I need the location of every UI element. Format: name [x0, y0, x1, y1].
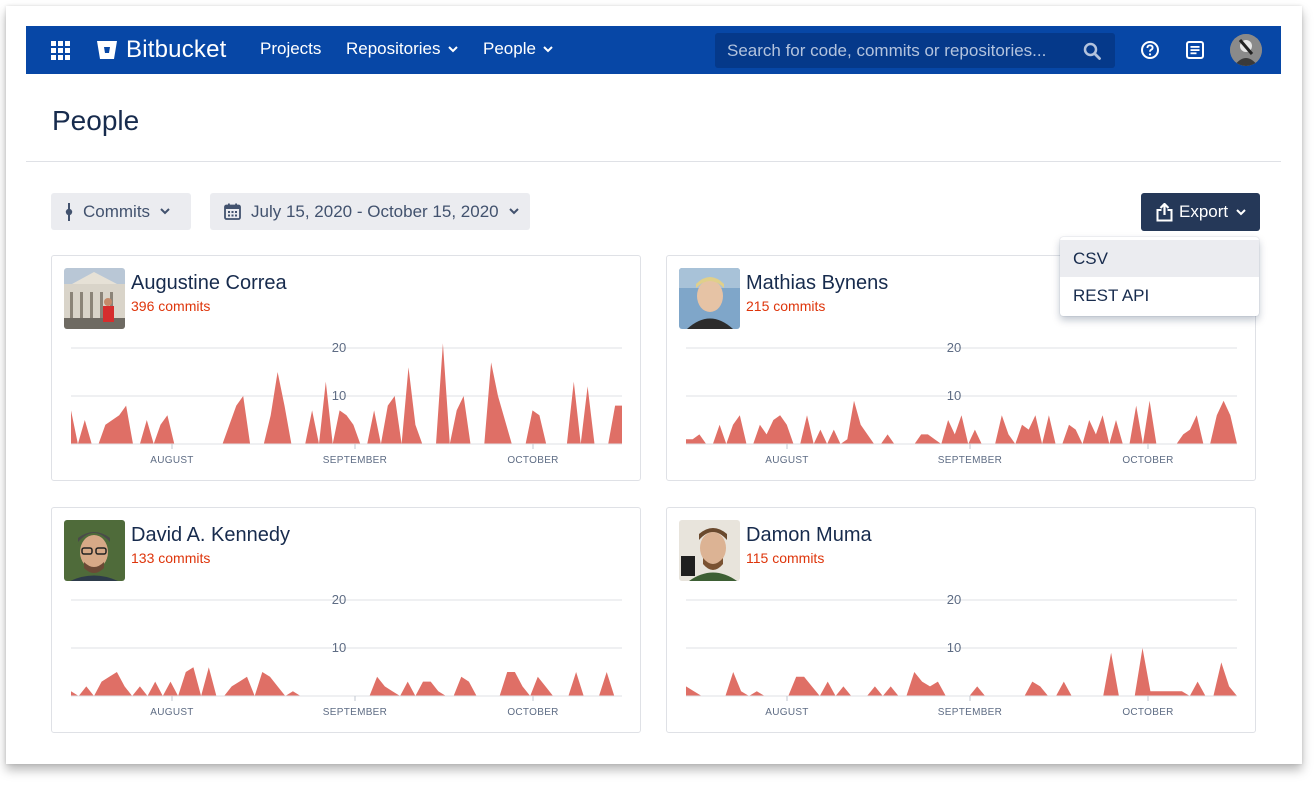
commit-series-area [71, 343, 622, 444]
search-box [715, 33, 1115, 68]
person-avatar-image [64, 520, 125, 581]
top-navigation-bar: Bitbucket Projects Repositories People [26, 26, 1281, 74]
app-window: Bitbucket Projects Repositories People [26, 26, 1281, 746]
person-avatar[interactable] [679, 520, 740, 581]
person-name[interactable]: Augustine Correa [131, 272, 287, 294]
brand-name: Bitbucket [126, 36, 227, 63]
person-card: Damon Muma 115 commits 10 20 AUGUST SEPTEMB… [666, 507, 1256, 733]
y-tick-label: 20 [332, 592, 346, 607]
page-title: People [52, 105, 140, 136]
person-name[interactable]: David A. Kennedy [131, 524, 290, 546]
person-name[interactable]: Mathias Bynens [746, 272, 889, 294]
nav-people[interactable]: People [483, 39, 553, 59]
chevron-down-icon [508, 208, 519, 215]
y-tick-label: 10 [947, 640, 961, 655]
export-button[interactable]: Export [1141, 193, 1260, 231]
y-tick-label: 10 [947, 388, 961, 403]
metric-select[interactable]: Commits [51, 193, 191, 230]
commit-activity-chart: 10 20 AUGUST SEPTEMBER OCTOBER [686, 340, 1237, 466]
y-tick-label: 10 [332, 640, 346, 655]
date-range-label: July 15, 2020 - October 15, 2020 [251, 201, 499, 221]
bitbucket-home-link[interactable]: Bitbucket [96, 36, 227, 64]
export-dropdown-menu: CSV REST API [1060, 237, 1259, 316]
commit-count: 396 commits [131, 298, 211, 314]
person-card: David A. Kennedy 133 commits 10 20 AUGUST S… [51, 507, 641, 733]
chevron-down-icon [1236, 208, 1246, 215]
person-avatar[interactable] [679, 268, 740, 329]
commit-icon [65, 202, 73, 221]
person-avatar-image [679, 268, 740, 329]
export-button-label: Export [1179, 202, 1229, 221]
person-avatar-image [679, 520, 740, 581]
search-icon[interactable] [1083, 42, 1101, 60]
person-name[interactable]: Damon Muma [746, 524, 872, 546]
export-share-icon [1156, 202, 1173, 221]
calendar-icon [224, 203, 241, 220]
nav-people-label: People [483, 39, 536, 58]
commit-series-area [71, 667, 622, 696]
commit-count: 215 commits [746, 298, 826, 314]
chevron-down-icon [543, 45, 553, 52]
x-tick-label: AUGUST [765, 455, 808, 466]
metric-select-label: Commits [83, 201, 151, 221]
x-tick-label: OCTOBER [1122, 707, 1173, 718]
person-card: Augustine Correa 396 commits 10 20 AUGUST S… [51, 255, 641, 481]
commit-series-area [686, 400, 1237, 444]
x-tick-label: SEPTEMBER [938, 707, 1002, 718]
x-tick-label: SEPTEMBER [323, 455, 387, 466]
app-grid-icon[interactable] [50, 40, 70, 60]
search-input[interactable] [715, 40, 1070, 61]
user-avatar-image [1230, 34, 1262, 66]
commit-count: 133 commits [131, 550, 211, 566]
bitbucket-logo-icon [97, 41, 117, 59]
header-divider [26, 161, 1281, 162]
export-option-rest-api[interactable]: REST API [1073, 285, 1150, 305]
user-avatar[interactable] [1230, 34, 1262, 66]
commit-activity-chart: 10 20 AUGUST SEPTEMBER OCTOBER [686, 592, 1237, 718]
notes-icon[interactable] [1185, 40, 1205, 60]
person-avatar[interactable] [64, 268, 125, 329]
person-avatar[interactable] [64, 520, 125, 581]
commit-activity-chart: 10 20 AUGUST SEPTEMBER OCTOBER [71, 340, 622, 466]
y-tick-label: 20 [947, 592, 961, 607]
chevron-down-icon [447, 45, 458, 52]
person-avatar-image [64, 268, 125, 329]
nav-repositories[interactable]: Repositories [346, 39, 458, 59]
nav-projects-label: Projects [260, 39, 322, 58]
x-tick-label: AUGUST [150, 707, 193, 718]
y-tick-label: 20 [332, 340, 346, 355]
x-tick-label: AUGUST [765, 707, 808, 718]
date-range-picker[interactable]: July 15, 2020 - October 15, 2020 [210, 193, 530, 230]
y-tick-label: 10 [332, 388, 346, 403]
chevron-down-icon [160, 208, 170, 215]
commit-activity-chart: 10 20 AUGUST SEPTEMBER OCTOBER [71, 592, 622, 718]
x-tick-label: SEPTEMBER [938, 455, 1002, 466]
x-tick-label: OCTOBER [507, 455, 558, 466]
nav-projects[interactable]: Projects [260, 39, 321, 59]
commit-series-area [686, 648, 1237, 696]
export-option-csv[interactable]: CSV [1060, 240, 1259, 277]
x-tick-label: OCTOBER [507, 707, 558, 718]
nav-repositories-label: Repositories [346, 39, 441, 58]
screenshot-frame: Bitbucket Projects Repositories People [6, 6, 1302, 764]
x-tick-label: SEPTEMBER [323, 707, 387, 718]
y-tick-label: 20 [947, 340, 961, 355]
commit-count: 115 commits [746, 550, 825, 566]
x-tick-label: OCTOBER [1122, 455, 1173, 466]
help-icon[interactable] [1140, 40, 1160, 60]
x-tick-label: AUGUST [150, 455, 193, 466]
